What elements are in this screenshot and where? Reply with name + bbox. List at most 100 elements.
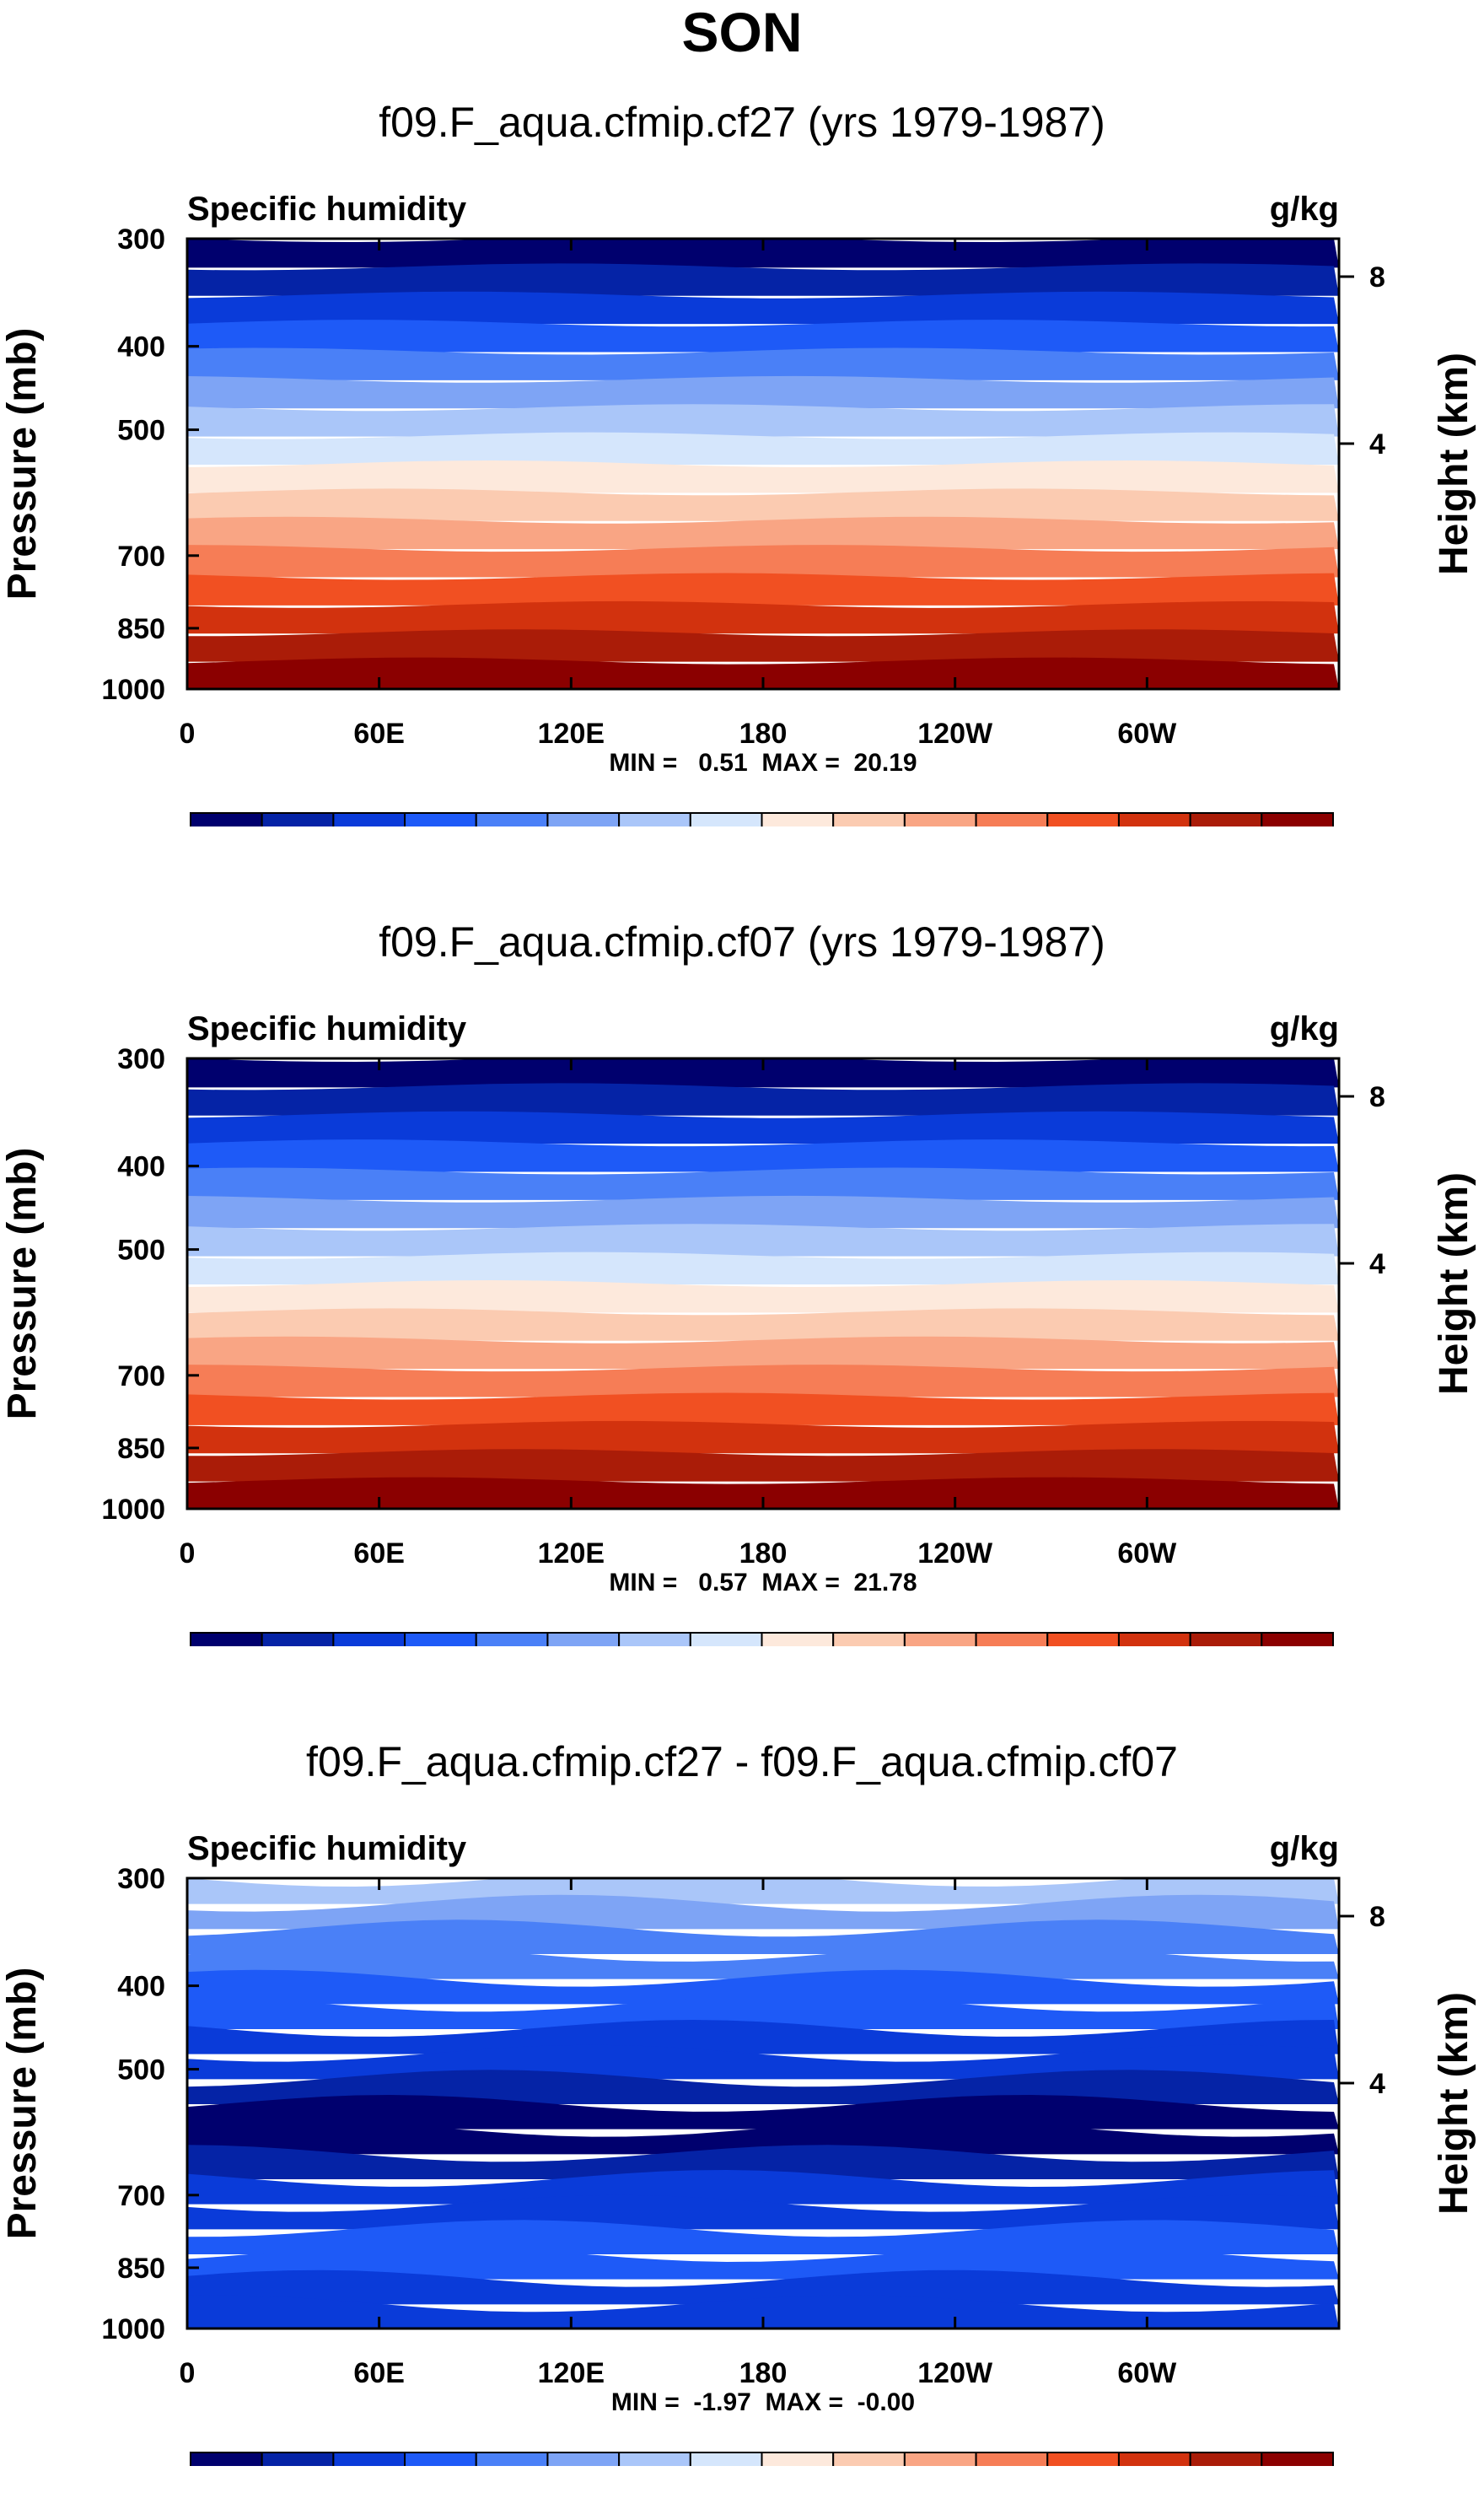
colorbar-swatch xyxy=(832,2452,906,2466)
contour-band xyxy=(187,2269,1339,2305)
y-tick-label: 700 xyxy=(117,541,165,573)
variable-label: Specific humidity xyxy=(187,191,467,228)
contour-band xyxy=(187,1111,1339,1144)
chart-panel-2: f09.F_aqua.cfmip.cf07 (yrs 1979-1987) Sp… xyxy=(0,820,1484,1646)
contour-band xyxy=(187,2095,1339,2129)
contour-band xyxy=(187,291,1339,325)
panel-title: f09.F_aqua.cfmip.cf27 - f09.F_aqua.cfmip… xyxy=(306,1738,1178,1785)
chart-svg: Specific humidity g/kg 0 60E 120E 180 120W 60W 3… xyxy=(0,1010,1476,1646)
contour-band xyxy=(187,239,1339,268)
y-axis-title: Pressure (mb) xyxy=(0,1968,45,2240)
contour-band xyxy=(187,1139,1339,1172)
chart-panel-3: f09.F_aqua.cfmip.cf27 - f09.F_aqua.cfmip… xyxy=(0,1639,1484,2466)
colorbar-swatch xyxy=(903,2452,977,2466)
variable-label: Specific humidity xyxy=(187,1830,467,1867)
contour-band xyxy=(187,657,1339,690)
colorbar-swatch xyxy=(1046,2452,1120,2466)
y-tick-label: 300 xyxy=(117,1863,165,1895)
y-tick-label: 300 xyxy=(117,1043,165,1075)
units-label: g/kg xyxy=(1270,1830,1339,1867)
figure-title: SON xyxy=(681,1,803,63)
contour-band xyxy=(187,516,1339,550)
y-tick-label: 850 xyxy=(117,613,165,645)
colorbar-swatch xyxy=(404,2452,477,2466)
right-tick-label: 8 xyxy=(1369,1081,1385,1113)
contour-band xyxy=(187,488,1339,521)
contour-band xyxy=(187,1420,1339,1454)
colorbar-swatch xyxy=(546,2452,621,2466)
contour-band xyxy=(187,545,1339,578)
y-tick-label: 1000 xyxy=(101,674,165,706)
right-tick-label: 4 xyxy=(1369,1248,1385,1280)
contour-band xyxy=(187,2119,1339,2155)
y-tick-label: 400 xyxy=(117,1971,165,2003)
contour-band xyxy=(187,375,1339,409)
contour-band xyxy=(187,1308,1339,1341)
y-tick-label: 400 xyxy=(117,1151,165,1183)
panel-title: f09.F_aqua.cfmip.cf07 (yrs 1979-1987) xyxy=(379,918,1105,966)
right-tick-label: 8 xyxy=(1369,1901,1385,1933)
contour-band xyxy=(187,1195,1339,1229)
chart-svg: Specific humidity g/kg 0 60E 120E 180 120W 60W 3… xyxy=(0,191,1476,826)
contour-band xyxy=(187,1058,1339,1088)
x-tick-label: 0 xyxy=(180,1537,196,1569)
x-tick-label: 0 xyxy=(180,718,196,750)
colorbar-swatch xyxy=(261,2452,335,2466)
x-tick-label: 180 xyxy=(739,1537,788,1569)
y-axis-title: Pressure (mb) xyxy=(0,328,45,600)
y-tick-label: 700 xyxy=(117,1360,165,1392)
min-max-label: MIN = 0.51 MAX = 20.19 xyxy=(609,749,917,777)
colorbar-swatch xyxy=(1261,1632,1334,1646)
x-tick-label: 120W xyxy=(917,1537,993,1569)
min-max-label: MIN = 0.57 MAX = 21.78 xyxy=(609,1569,917,1596)
x-tick-label: 180 xyxy=(739,718,788,750)
x-tick-label: 120E xyxy=(538,2357,605,2389)
x-tick-label: 180 xyxy=(739,2357,788,2389)
contour-band xyxy=(187,1449,1339,1482)
x-tick-label: 120E xyxy=(538,718,605,750)
colorbar-swatch xyxy=(190,2452,263,2466)
x-tick-label: 0 xyxy=(180,2357,196,2389)
min-max-label: MIN = -1.97 MAX = -0.00 xyxy=(611,2388,915,2416)
contour-band xyxy=(187,1392,1339,1425)
x-tick-label: 60W xyxy=(1117,2357,1177,2389)
contour-band xyxy=(187,1995,1339,2029)
right-tick-label: 4 xyxy=(1369,428,1385,460)
x-tick-label: 120W xyxy=(917,718,993,750)
contour-band xyxy=(187,2194,1339,2230)
right-tick-label: 8 xyxy=(1369,261,1385,293)
colorbar-swatch xyxy=(689,2452,763,2466)
contour-band xyxy=(187,1280,1339,1313)
contour-band xyxy=(187,1224,1339,1257)
contour-band xyxy=(187,1969,1339,2005)
x-tick-label: 60W xyxy=(1117,1537,1177,1569)
contour-band xyxy=(187,1083,1339,1116)
colorbar-swatch xyxy=(1117,2452,1191,2466)
chart-panel-1: f09.F_aqua.cfmip.cf27 (yrs 1979-1987) Sp… xyxy=(0,0,1484,826)
units-label: g/kg xyxy=(1270,191,1339,228)
contour-band xyxy=(187,2145,1339,2179)
contour-band xyxy=(187,629,1339,662)
contour-band xyxy=(187,1919,1339,1954)
contour-band xyxy=(187,2295,1339,2329)
colorbar-swatch xyxy=(761,2452,835,2466)
colorbar-swatch xyxy=(975,2452,1049,2466)
x-tick-label: 60E xyxy=(353,2357,405,2389)
y-axis-title-right: Height (km) xyxy=(1432,1172,1476,1395)
y-axis-title-right: Height (km) xyxy=(1432,1992,1476,2215)
contour-band xyxy=(187,573,1339,606)
y-tick-label: 700 xyxy=(117,2180,165,2212)
colorbar-swatch xyxy=(1261,2452,1334,2466)
y-tick-label: 500 xyxy=(117,2054,165,2086)
y-tick-label: 1000 xyxy=(101,2313,165,2345)
contour-band xyxy=(187,320,1339,353)
y-tick-label: 400 xyxy=(117,331,165,363)
variable-label: Specific humidity xyxy=(187,1010,467,1047)
contour-band xyxy=(187,263,1339,296)
contour-band xyxy=(187,347,1339,380)
contour-band xyxy=(187,1167,1339,1200)
x-tick-label: 60E xyxy=(353,1537,405,1569)
chart-svg: Specific humidity g/kg 0 60E 120E 180 120W 60W 3… xyxy=(0,1830,1476,2466)
contour-band xyxy=(187,1945,1339,1979)
contour-band xyxy=(187,1336,1339,1370)
